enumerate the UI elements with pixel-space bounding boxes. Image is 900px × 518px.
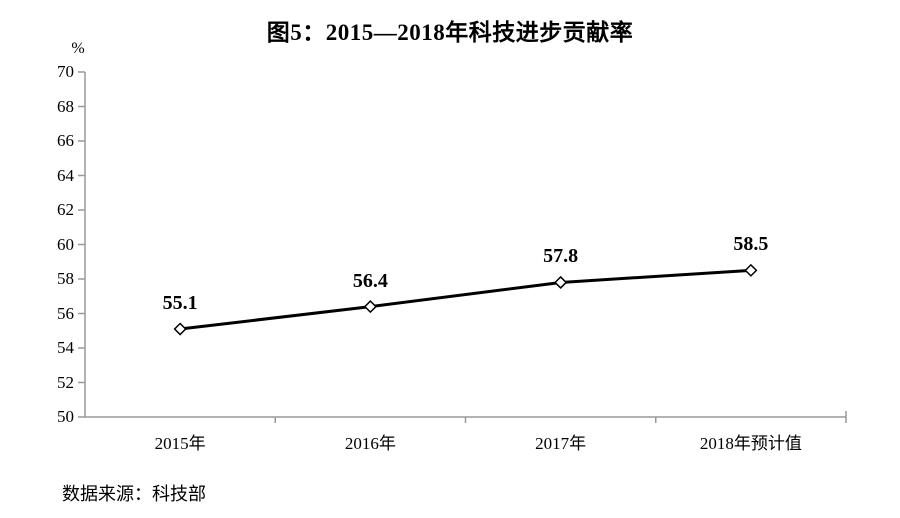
data-line [179,268,751,331]
x-axis-category-label: 2017年 [535,434,587,453]
y-axis-unit-label: % [71,40,85,57]
data-point-value-label: 55.1 [162,292,198,315]
y-axis-tick-label: 54 [57,338,74,357]
chart-title: 图5：2015—2018年科技进步贡献率 [266,20,634,45]
y-axis-tick-label: 58 [57,269,74,288]
data-point-value-label: 58.5 [733,233,769,256]
y-axis-tick-label: 70 [57,62,74,81]
x-axis-category-label: 2015年 [154,434,206,453]
y-axis-tick-label: 60 [57,234,74,254]
source-note: 数据来源：科技部 [62,484,206,504]
y-axis-tick-label: 66 [57,131,74,150]
y-axis-tick-label: 56 [57,303,74,323]
data-point-marker [744,263,758,277]
x-axis-category-label: 2018年预计值 [699,434,802,453]
data-point-marker [363,300,377,314]
y-axis-tick-label: 52 [57,372,74,392]
y-axis-tick-label: 50 [57,407,74,426]
data-point-marker [173,322,187,336]
y-axis-tick-label: 68 [57,96,74,116]
data-point-value-label: 56.4 [352,269,388,292]
data-point-value-label: 57.8 [543,245,579,268]
y-axis-tick-label: 62 [57,200,74,219]
y-axis-tick-label: 64 [57,165,74,185]
data-point-marker [554,275,568,290]
x-axis-category-label: 2016年 [344,434,396,453]
